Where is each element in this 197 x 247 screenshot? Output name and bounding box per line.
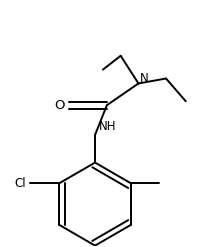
Text: O: O — [54, 99, 64, 112]
Text: Cl: Cl — [14, 177, 26, 190]
Text: N: N — [139, 72, 148, 85]
Text: NH: NH — [99, 120, 116, 133]
